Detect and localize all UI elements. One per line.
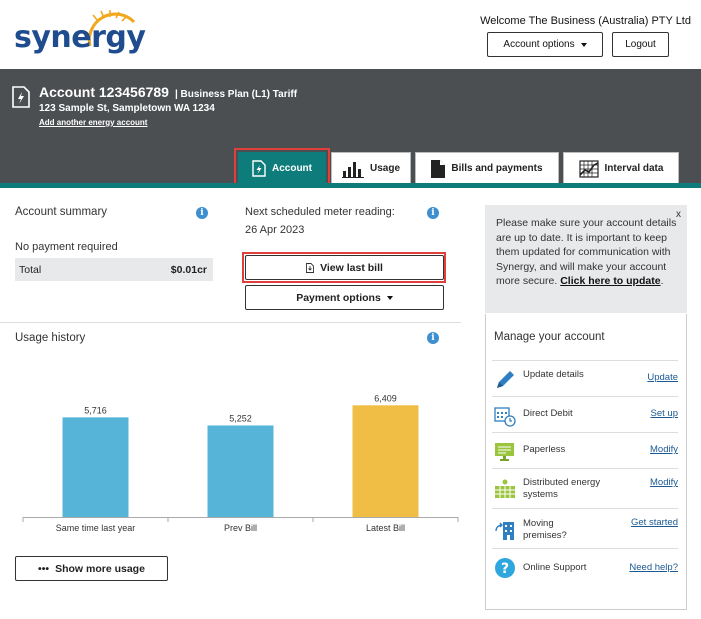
view-last-bill-label: View last bill <box>320 261 383 274</box>
manage-item-direct-debit: Direct Debit Set up <box>492 396 678 432</box>
category-label: Latest Bill <box>366 523 405 533</box>
show-more-usage-button[interactable]: ••• Show more usage <box>15 556 168 581</box>
tab-label: Usage <box>369 163 400 174</box>
tab-account[interactable]: Account <box>238 152 326 184</box>
document-icon <box>431 159 446 178</box>
payment-options-label: Payment options <box>296 291 381 304</box>
monitor-icon <box>495 443 514 461</box>
bar-value-label: 5,252 <box>229 413 252 423</box>
total-row: Total $0.01cr <box>15 258 213 281</box>
modify-paperless-link[interactable]: Modify <box>650 444 678 455</box>
notice-period: . <box>660 275 664 287</box>
tab-label: Account <box>272 163 312 174</box>
tab-bills-and-payments[interactable]: Bills and payments <box>415 152 559 184</box>
more-dots-icon: ••• <box>38 562 50 575</box>
add-energy-account-link[interactable]: Add another energy account <box>39 118 148 127</box>
usage-bar[interactable] <box>207 425 274 517</box>
logout-button[interactable]: Logout <box>612 32 669 57</box>
bolt-document-icon <box>252 160 266 177</box>
sun-logo-icon <box>87 10 136 47</box>
welcome-message: Welcome The Business (Australia) PTY Ltd <box>480 15 691 27</box>
set-up-link[interactable]: Set up <box>650 408 678 419</box>
manage-item-moving: Moving premises? Get started <box>492 508 678 548</box>
grid-chart-icon <box>578 159 599 178</box>
section-divider <box>0 322 461 323</box>
moving-building-icon <box>495 522 514 540</box>
manage-account-panel: Manage your account Update details Updat… <box>485 314 687 610</box>
tab-interval-data[interactable]: Interval data <box>563 152 679 184</box>
notice-text: Please make sure your account details ar… <box>496 217 677 287</box>
svg-text:?: ? <box>501 561 509 577</box>
manage-item-label: Paperless <box>523 444 566 455</box>
manage-item-label: Moving premises? <box>523 518 567 541</box>
caret-down-icon <box>580 42 587 47</box>
bar-chart-icon <box>341 161 364 178</box>
usage-bar[interactable] <box>352 405 419 517</box>
manage-item-distributed-energy: Distributed energy systems Modify <box>492 468 678 508</box>
modify-energy-systems-link[interactable]: Modify <box>650 477 678 488</box>
brand-name: synergy <box>14 20 146 55</box>
manage-item-update-details: Update details Update <box>492 360 678 396</box>
account-number: Account 123456789 <box>39 84 169 100</box>
info-icon[interactable]: i <box>427 207 439 219</box>
get-started-link[interactable]: Get started <box>631 517 678 528</box>
tab-usage[interactable]: Usage <box>331 152 411 184</box>
caret-down-icon <box>386 295 393 300</box>
meter-reading-date: 26 Apr 2023 <box>245 224 305 236</box>
usage-bar[interactable] <box>62 417 129 517</box>
help-icon: ? <box>495 558 515 578</box>
update-link[interactable]: Update <box>647 372 678 383</box>
manage-item-label: Online Support <box>523 562 587 573</box>
close-icon[interactable]: x <box>676 209 681 220</box>
calendar-clock-icon <box>494 407 516 427</box>
tab-label: Interval data <box>604 163 664 174</box>
total-label: Total <box>19 263 42 276</box>
bill-download-icon <box>306 262 315 273</box>
bill-document-icon <box>12 86 30 108</box>
usage-history-title: Usage history <box>15 332 86 344</box>
info-icon[interactable]: i <box>196 207 208 219</box>
payment-options-button[interactable]: Payment options <box>245 285 444 310</box>
account-summary-title: Account summary <box>15 206 108 218</box>
account-options-button[interactable]: Account options <box>487 32 603 57</box>
manage-item-label: Update details <box>523 369 584 380</box>
bar-value-label: 6,409 <box>374 393 397 403</box>
solar-panel-icon <box>495 479 515 498</box>
view-last-bill-button[interactable]: View last bill <box>245 255 444 280</box>
manage-item-label: Distributed energy systems <box>523 477 601 500</box>
total-value: $0.01cr <box>170 263 207 276</box>
pencil-icon <box>497 371 514 388</box>
top-header: synergy Welcome The Business (Australia)… <box>0 0 701 69</box>
account-options-label: Account options <box>503 39 575 50</box>
usage-history-chart: 5,716 Same time last year 5,252 Prev Bill 6,… <box>22 393 459 533</box>
meter-reading-label: Next scheduled meter reading: <box>245 206 395 218</box>
account-plan: | Business Plan (L1) Tariff <box>174 89 298 100</box>
update-details-notice: Please make sure your account details ar… <box>485 205 687 313</box>
bar-value-label: 5,716 <box>84 405 107 415</box>
payment-status: No payment required <box>15 241 118 253</box>
show-more-usage-label: Show more usage <box>55 562 145 575</box>
category-label: Prev Bill <box>224 523 257 533</box>
click-here-to-update-link[interactable]: Click here to update <box>560 275 661 287</box>
info-icon[interactable]: i <box>427 332 439 344</box>
manage-account-title: Manage your account <box>494 331 605 343</box>
teal-strip <box>0 183 701 188</box>
account-address: 123 Sample St, Sampletown WA 1234 <box>39 103 215 114</box>
manage-item-paperless: Paperless Modify <box>492 432 678 468</box>
account-title: Account 123456789 | Business Plan (L1) Ta… <box>39 84 297 100</box>
manage-item-label: Direct Debit <box>523 408 573 419</box>
manage-item-online-support: ? Online Support Need help? <box>492 548 678 584</box>
need-help-link[interactable]: Need help? <box>629 562 678 573</box>
category-label: Same time last year <box>56 523 136 533</box>
tab-label: Bills and payments <box>451 163 543 174</box>
